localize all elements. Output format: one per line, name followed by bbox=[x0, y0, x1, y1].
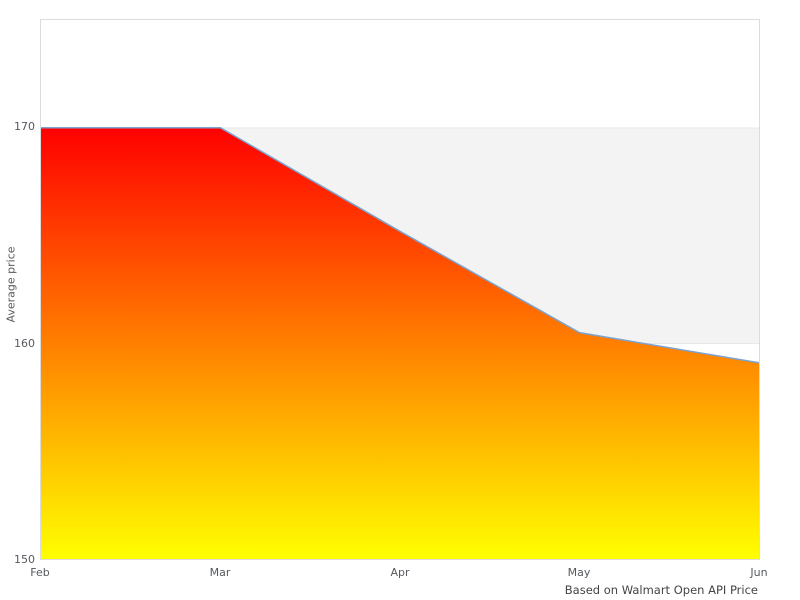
y-tick-150: 150 bbox=[14, 553, 35, 566]
x-tick-mar: Mar bbox=[209, 566, 231, 579]
x-tick-feb: Feb bbox=[30, 566, 50, 579]
plot-area bbox=[40, 19, 760, 560]
x-tick-jun: Jun bbox=[750, 566, 768, 579]
x-tick-apr: Apr bbox=[390, 566, 410, 579]
y-tick-170: 170 bbox=[14, 120, 35, 133]
area-series-graphic bbox=[41, 127, 759, 559]
y-tick-160: 160 bbox=[14, 337, 35, 350]
y-axis-title: Average price bbox=[4, 246, 18, 323]
chart-caption: Based on Walmart Open API Price bbox=[564, 583, 758, 597]
x-tick-may: May bbox=[567, 566, 591, 579]
